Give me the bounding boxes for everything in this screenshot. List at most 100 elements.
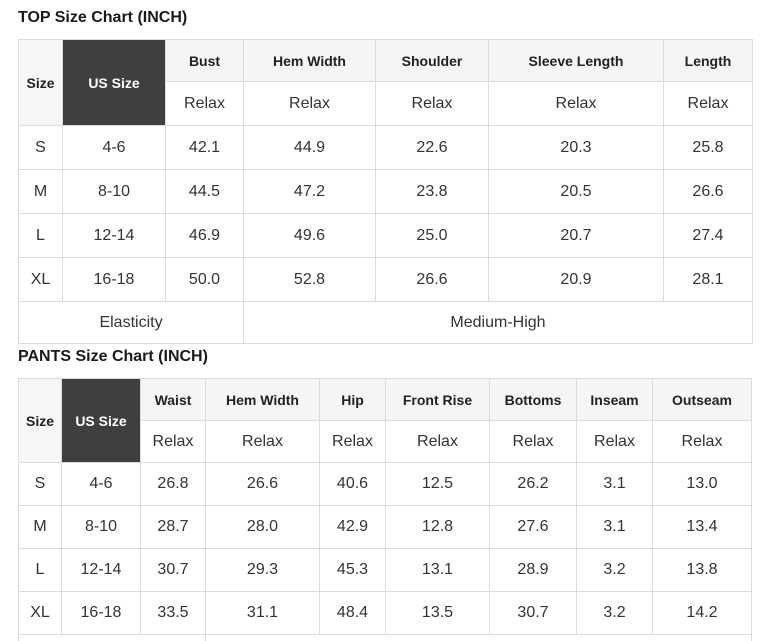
table-row: XL 16-18 33.5 31.1 48.4 13.5 30.7 3.2 14.2: [18, 591, 752, 635]
size-cell: XL: [18, 591, 62, 635]
table-row: S 4-6 42.1 44.9 22.6 20.3 25.8: [18, 125, 753, 170]
table-row: S 4-6 26.8 26.6 40.6 12.5 26.2 3.1 13.0: [18, 462, 752, 506]
fit-cell: Relax: [140, 420, 206, 463]
fit-row: Relax Relax Relax Relax Relax: [19, 81, 753, 126]
header-row: Size US Size Waist Hem Width Hip Front Rise Bo…: [18, 378, 752, 463]
fit-cell: Relax: [663, 81, 753, 126]
column-header-front-rise: Front Rise: [385, 378, 490, 421]
value-cell: 26.6: [375, 257, 489, 302]
fit-cell: Relax: [165, 81, 244, 126]
fit-cell: Relax: [488, 81, 664, 126]
size-charts-page: TOP Size Chart (INCH) Size US Size Bust Hem…: [0, 8, 771, 641]
us-size-cell: 8-10: [62, 169, 166, 214]
value-cell: 20.9: [488, 257, 664, 302]
value-cell: 47.2: [243, 169, 376, 214]
column-header-shoulder: Shoulder: [375, 39, 489, 82]
value-cell: 12.8: [385, 505, 490, 549]
top-chart-title: TOP Size Chart (INCH): [18, 9, 188, 26]
us-size-cell: 12-14: [62, 213, 166, 258]
table-row: L 12-14 30.7 29.3 45.3 13.1 28.9 3.2 13.8: [18, 548, 752, 592]
size-header: Size: [18, 378, 62, 463]
value-cell: 13.5: [385, 591, 490, 635]
value-cell: 48.4: [319, 591, 386, 635]
column-header-hem-width: Hem Width: [205, 378, 320, 421]
size-cell: S: [18, 125, 63, 170]
value-cell: 20.5: [488, 169, 664, 214]
fit-cell: Relax: [319, 420, 386, 463]
value-cell: 13.4: [652, 505, 752, 549]
value-cell: 29.3: [205, 548, 320, 592]
elasticity-label-cell: Elasticity: [18, 301, 244, 344]
table-row: M 8-10 28.7 28.0 42.9 12.8 27.6 3.1 13.4: [18, 505, 752, 549]
value-cell: 3.1: [576, 505, 653, 549]
column-header-hip: Hip: [319, 378, 386, 421]
top-size-table: Size US Size Bust Hem Width Shoulder Sleeve L…: [18, 39, 753, 344]
value-cell: 3.2: [576, 548, 653, 592]
value-cell: 12.5: [385, 462, 490, 506]
elasticity-value-cell: Medium-High: [243, 301, 753, 344]
fit-cell: Relax: [489, 420, 577, 463]
value-cell: 45.3: [319, 548, 386, 592]
value-cell: 28.0: [205, 505, 320, 549]
top-size-chart-section: TOP Size Chart (INCH) Size US Size Bust Hem…: [0, 8, 771, 344]
size-cell: M: [18, 169, 63, 214]
value-cell: 3.1: [576, 462, 653, 506]
value-cell: 20.7: [488, 213, 664, 258]
fit-cell: Relax: [205, 420, 320, 463]
us-size-cell: 4-6: [62, 125, 166, 170]
value-cell: 26.6: [663, 169, 753, 214]
us-size-cell: 12-14: [61, 548, 141, 592]
value-cell: 49.6: [243, 213, 376, 258]
us-size-cell: 16-18: [62, 257, 166, 302]
value-cell: 26.6: [205, 462, 320, 506]
fit-cell: Relax: [385, 420, 490, 463]
size-cell: L: [18, 548, 62, 592]
size-cell: XL: [18, 257, 63, 302]
pants-size-chart-section: PANTS Size Chart (INCH) Size US Size Waist…: [0, 347, 771, 641]
value-cell: 23.8: [375, 169, 489, 214]
value-cell: 52.8: [243, 257, 376, 302]
value-cell: 40.6: [319, 462, 386, 506]
fit-row: Relax Relax Relax Relax Relax Relax Relax: [19, 420, 752, 463]
fit-cell: Relax: [652, 420, 752, 463]
value-cell: 30.7: [489, 591, 577, 635]
column-header-bust: Bust: [165, 39, 244, 82]
elasticity-row: Elasticity Medium-High: [18, 301, 753, 344]
size-cell: M: [18, 505, 62, 549]
value-cell: 30.7: [140, 548, 206, 592]
fit-cell: Relax: [576, 420, 653, 463]
column-header-length: Length: [663, 39, 753, 82]
table-row: M 8-10 44.5 47.2 23.8 20.5 26.6: [18, 169, 753, 214]
value-cell: 27.6: [489, 505, 577, 549]
value-cell: 33.5: [140, 591, 206, 635]
cut-off-left-cell: [18, 634, 206, 641]
size-cell: S: [18, 462, 62, 506]
value-cell: 44.5: [165, 169, 244, 214]
value-cell: 31.1: [205, 591, 320, 635]
column-header-waist: Waist: [140, 378, 206, 421]
column-header-bottoms: Bottoms: [489, 378, 577, 421]
value-cell: 50.0: [165, 257, 244, 302]
fit-cell: Relax: [375, 81, 489, 126]
value-cell: 25.0: [375, 213, 489, 258]
table-row: XL 16-18 50.0 52.8 26.6 20.9 28.1: [18, 257, 753, 302]
value-cell: 3.2: [576, 591, 653, 635]
us-size-cell: 16-18: [61, 591, 141, 635]
value-cell: 26.2: [489, 462, 577, 506]
value-cell: 28.7: [140, 505, 206, 549]
value-cell: 13.0: [652, 462, 752, 506]
value-cell: 42.9: [319, 505, 386, 549]
value-cell: 28.1: [663, 257, 753, 302]
value-cell: 26.8: [140, 462, 206, 506]
column-header-sleeve-length: Sleeve Length: [488, 39, 664, 82]
value-cell: 27.4: [663, 213, 753, 258]
value-cell: 44.9: [243, 125, 376, 170]
column-header-inseam: Inseam: [576, 378, 653, 421]
cut-off-row: [18, 634, 752, 641]
header-row: Size US Size Bust Hem Width Shoulder Sleeve L…: [18, 39, 753, 126]
value-cell: 25.8: [663, 125, 753, 170]
top-size-table-body: Size US Size Bust Hem Width Shoulder Sleeve L…: [18, 39, 753, 344]
value-cell: 13.1: [385, 548, 490, 592]
fit-cell: Relax: [243, 81, 376, 126]
pants-size-table: Size US Size Waist Hem Width Hip Front Rise Bo…: [18, 378, 752, 641]
